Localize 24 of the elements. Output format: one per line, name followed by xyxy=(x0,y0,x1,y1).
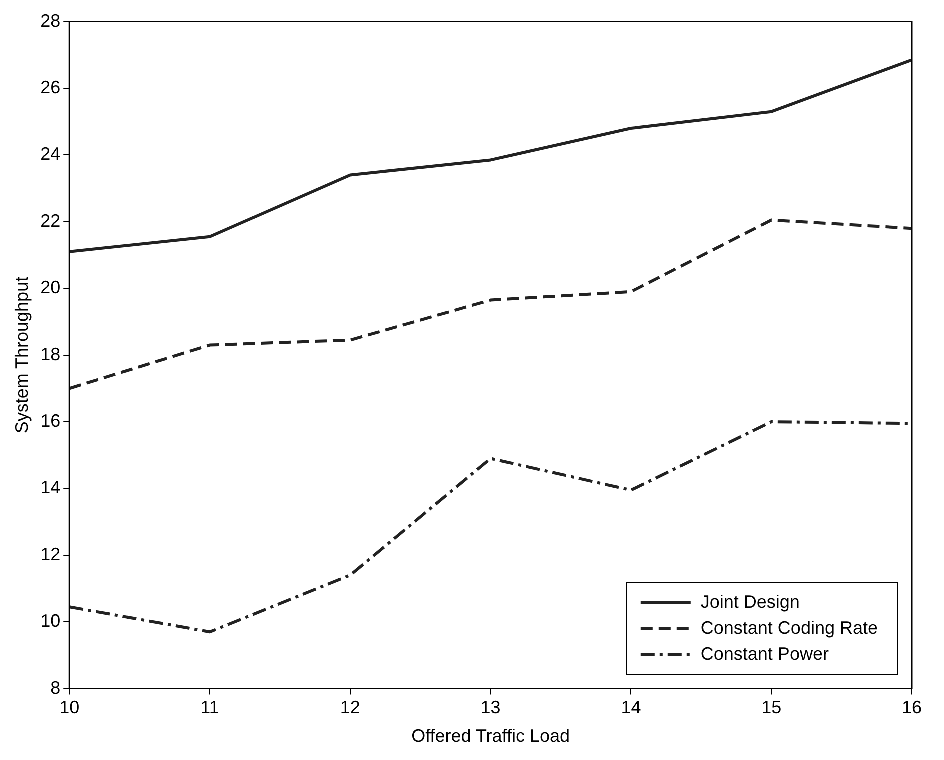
x-tick-label: 13 xyxy=(480,698,501,718)
y-tick-label: 8 xyxy=(50,678,61,698)
y-axis-title: System Throughput xyxy=(12,276,32,434)
legend-label: Joint Design xyxy=(700,592,800,612)
y-tick-label: 18 xyxy=(40,344,61,364)
x-tick-label: 16 xyxy=(902,698,922,718)
y-tick-label: 20 xyxy=(40,278,61,298)
y-tick-label: 26 xyxy=(40,77,61,98)
legend-label: Constant Coding Rate xyxy=(700,618,878,638)
x-tick-label: 11 xyxy=(200,698,220,718)
x-tick-label: 14 xyxy=(621,698,642,718)
y-tick-label: 10 xyxy=(40,611,61,632)
y-tick-label: 14 xyxy=(40,478,61,498)
x-axis-title: Offered Traffic Load xyxy=(412,726,570,746)
x-tick-label: 12 xyxy=(340,698,360,718)
x-tick-label: 15 xyxy=(762,698,782,718)
y-tick-label: 24 xyxy=(40,144,61,164)
y-tick-label: 16 xyxy=(40,410,61,431)
y-tick-label: 22 xyxy=(40,210,61,231)
y-tick-label: 28 xyxy=(40,10,61,31)
legend-label: Constant Power xyxy=(700,644,829,664)
y-tick-label: 12 xyxy=(40,544,61,564)
x-tick-label: 10 xyxy=(60,698,80,718)
line-series xyxy=(70,218,912,390)
